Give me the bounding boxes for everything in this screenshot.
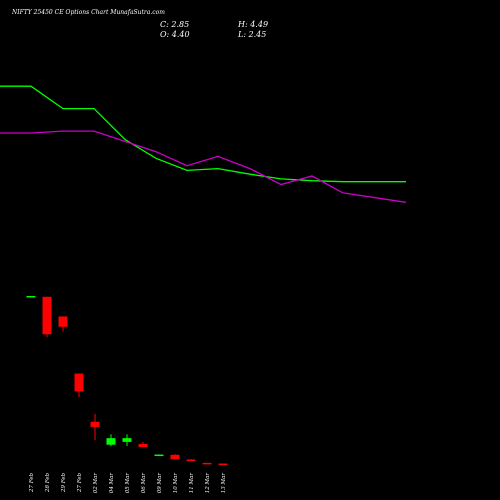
candle-body <box>90 421 100 427</box>
x-tick-label: 27 Feb <box>29 473 35 494</box>
chart-title: NIFTY 25450 CE Options Chart MunafaSutra… <box>11 9 165 16</box>
x-tick-label: 05 Mar <box>125 473 131 494</box>
candle <box>42 296 52 338</box>
candle <box>138 441 148 448</box>
x-tick-label: 13 Mar <box>221 473 227 494</box>
x-tick-label: 27 Feb <box>77 473 83 494</box>
candle <box>26 295 36 298</box>
low-value: L: 2.45 <box>237 30 266 39</box>
candle-body <box>122 438 132 442</box>
candle <box>170 454 180 460</box>
candle <box>106 434 116 447</box>
candle-body <box>106 438 116 445</box>
candle-body <box>74 373 84 392</box>
x-tick-label: 04 Mar <box>109 473 115 494</box>
candle <box>90 413 100 441</box>
candle <box>218 463 228 466</box>
candle-body <box>186 459 196 462</box>
x-tick-label: 09 Mar <box>157 473 163 494</box>
candle-body <box>26 295 36 298</box>
candle-body <box>138 443 148 447</box>
candle-body <box>170 454 180 460</box>
overlay-lines <box>0 85 407 203</box>
overlay-line-1 <box>0 85 406 183</box>
close-value: C: 2.85 <box>160 20 189 29</box>
candle-body <box>154 454 164 457</box>
x-tick-label: 06 Mar <box>141 473 147 494</box>
x-tick-label: 02 Mar <box>93 473 99 494</box>
x-tick-label: 29 Feb <box>61 473 67 494</box>
candle-body <box>218 463 228 466</box>
candle <box>74 373 84 397</box>
x-axis-labels: 27 Feb 28 Feb 29 Feb 27 Feb 02 Mar 04 Mar 05 M… <box>29 473 227 494</box>
candle-body <box>42 296 52 335</box>
candle <box>122 434 132 447</box>
candle <box>154 454 164 457</box>
overlay-line-2 <box>0 130 407 203</box>
x-tick-label: 10 Mar <box>173 473 179 494</box>
high-value: H: 4.49 <box>237 20 268 29</box>
x-tick-label: 11 Mar <box>189 473 195 494</box>
open-value: O: 4.40 <box>160 30 190 39</box>
x-tick-label: 12 Mar <box>205 473 211 494</box>
candle <box>186 459 196 462</box>
candlesticks <box>26 295 228 466</box>
chart-header: NIFTY 25450 CE Options Chart MunafaSutra… <box>11 9 268 39</box>
x-tick-label: 28 Feb <box>45 473 51 494</box>
candle <box>58 316 68 332</box>
candle-body <box>202 462 212 465</box>
candle-body <box>58 316 68 327</box>
candle <box>202 462 212 465</box>
